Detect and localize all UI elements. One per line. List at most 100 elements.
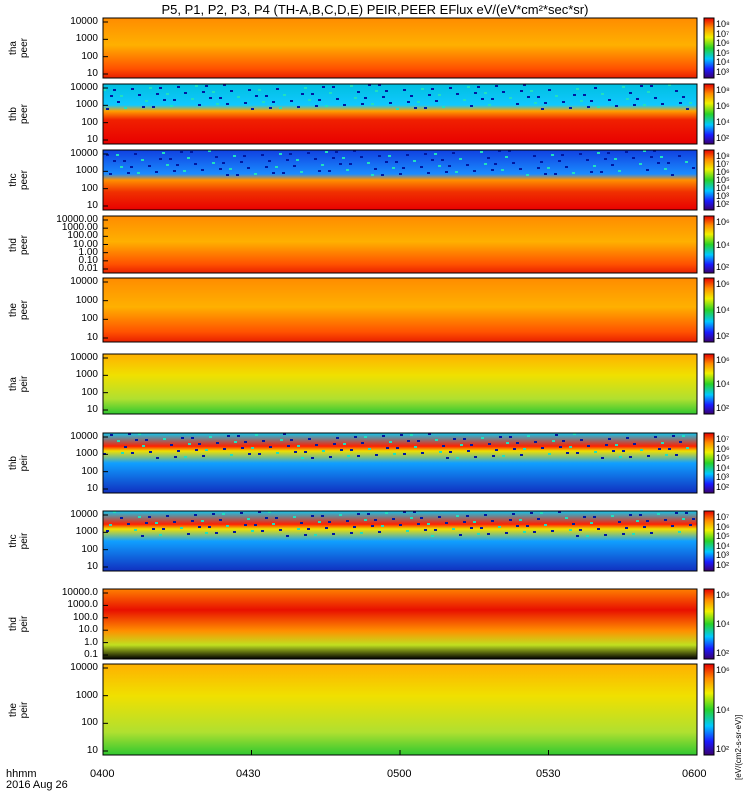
chart-title: P5, P1, P2, P3, P4 (TH-A,B,C,D,E) PEIR,P… (161, 2, 589, 17)
noise-cell (424, 107, 427, 109)
noise-cell (558, 160, 561, 162)
noise-cell (417, 523, 420, 525)
noise-cell (163, 438, 166, 440)
noise-cell (318, 521, 321, 523)
noise-cell (399, 524, 402, 526)
noise-cell (287, 445, 290, 447)
noise-cell (349, 163, 352, 165)
noise-cell (191, 98, 194, 100)
noise-cell (406, 154, 409, 156)
noise-cell (622, 86, 625, 88)
colorbar-tick-label: 10² (716, 403, 730, 413)
noise-cell (240, 512, 243, 514)
noise-cell (350, 532, 353, 534)
noise-cell (653, 150, 656, 152)
y-tick-label: 10000 (70, 148, 98, 159)
noise-cell (414, 446, 417, 448)
noise-cell (541, 447, 544, 449)
date-label: 2016 Aug 26 (6, 779, 68, 791)
noise-cell (325, 151, 328, 153)
noise-cell (573, 433, 576, 435)
noise-cell (109, 524, 112, 526)
panel-frame (102, 353, 698, 415)
noise-cell (131, 452, 134, 454)
y-tick-label: 10 (86, 404, 98, 415)
noise-cell (315, 444, 318, 446)
noise-cell (385, 512, 388, 514)
noise-cell (123, 160, 126, 162)
noise-cell (636, 520, 639, 522)
noise-cell (343, 104, 346, 106)
colorbar (703, 215, 715, 274)
noise-cell (163, 99, 166, 101)
colorbar-tick-label: 10² (716, 199, 730, 209)
noise-cell (208, 150, 211, 152)
noise-cell (162, 528, 165, 530)
colorbar-tick-label: 10⁶ (716, 101, 730, 111)
noise-cell (650, 156, 653, 158)
noise-cell (190, 151, 193, 153)
noise-cell (512, 162, 515, 164)
noise-cell (441, 159, 444, 161)
noise-cell (110, 434, 113, 436)
noise-cell (229, 168, 232, 170)
noise-cell (276, 452, 279, 454)
noise-cell (335, 151, 338, 153)
panel-ylabel: thb peer (8, 104, 30, 125)
noise-cell (594, 451, 597, 453)
colorbar (703, 353, 715, 415)
noise-cell (487, 533, 490, 535)
noise-cell (371, 525, 374, 527)
noise-cell (650, 532, 653, 534)
noise-cell (120, 95, 123, 97)
noise-cell (477, 86, 480, 88)
noise-cell (678, 155, 681, 157)
spectrogram-the-peer (103, 278, 697, 342)
noise-cell (685, 161, 688, 163)
panel-frame (102, 588, 698, 660)
noise-cell (241, 447, 244, 449)
y-tick-label: 10000.00 (56, 214, 98, 225)
noise-cell (212, 513, 215, 515)
noise-cell (265, 95, 268, 97)
y-tick-label: 1000.0 (67, 599, 98, 611)
noise-cell (137, 172, 140, 174)
noise-cell (689, 524, 692, 526)
noise-cell (124, 107, 127, 109)
noise-cell (248, 89, 251, 91)
noise-cell (328, 170, 331, 172)
noise-cell (406, 530, 409, 532)
noise-cell (258, 511, 261, 513)
noise-cell (421, 452, 424, 454)
noise-cell (540, 161, 543, 163)
noise-cell (428, 433, 431, 435)
noise-cell (130, 166, 133, 168)
noise-cell (138, 433, 141, 435)
noise-cell (329, 456, 332, 458)
noise-cell (354, 97, 357, 99)
y-tick-label: 10000 (70, 509, 98, 520)
noise-cell (548, 89, 551, 91)
y-tick-label: 10000 (70, 276, 98, 287)
y-tick-label: 10 (86, 200, 98, 211)
noise-cell (597, 152, 600, 154)
y-tick-label: 10 (86, 561, 98, 572)
colorbar-tick-label: 10⁴ (716, 379, 730, 389)
y-tick-label: 100 (81, 182, 98, 194)
noise-cell (367, 513, 370, 515)
noise-cell (534, 441, 537, 443)
noise-cell (346, 520, 349, 522)
y-tick-label: 1000 (75, 165, 98, 177)
noise-cell (367, 162, 370, 164)
noise-cell (601, 457, 604, 459)
noise-cell (579, 153, 582, 155)
spectrogram-thb-peer (103, 84, 697, 144)
noise-cell (506, 442, 509, 444)
noise-cell (407, 101, 410, 103)
y-tick-label: 10 (86, 745, 98, 756)
noise-cell (520, 90, 523, 92)
noise-cell (141, 159, 144, 161)
noise-cell (590, 522, 593, 524)
colorbar-tick-label: 10⁴ (716, 117, 730, 127)
noise-cell (222, 162, 225, 164)
